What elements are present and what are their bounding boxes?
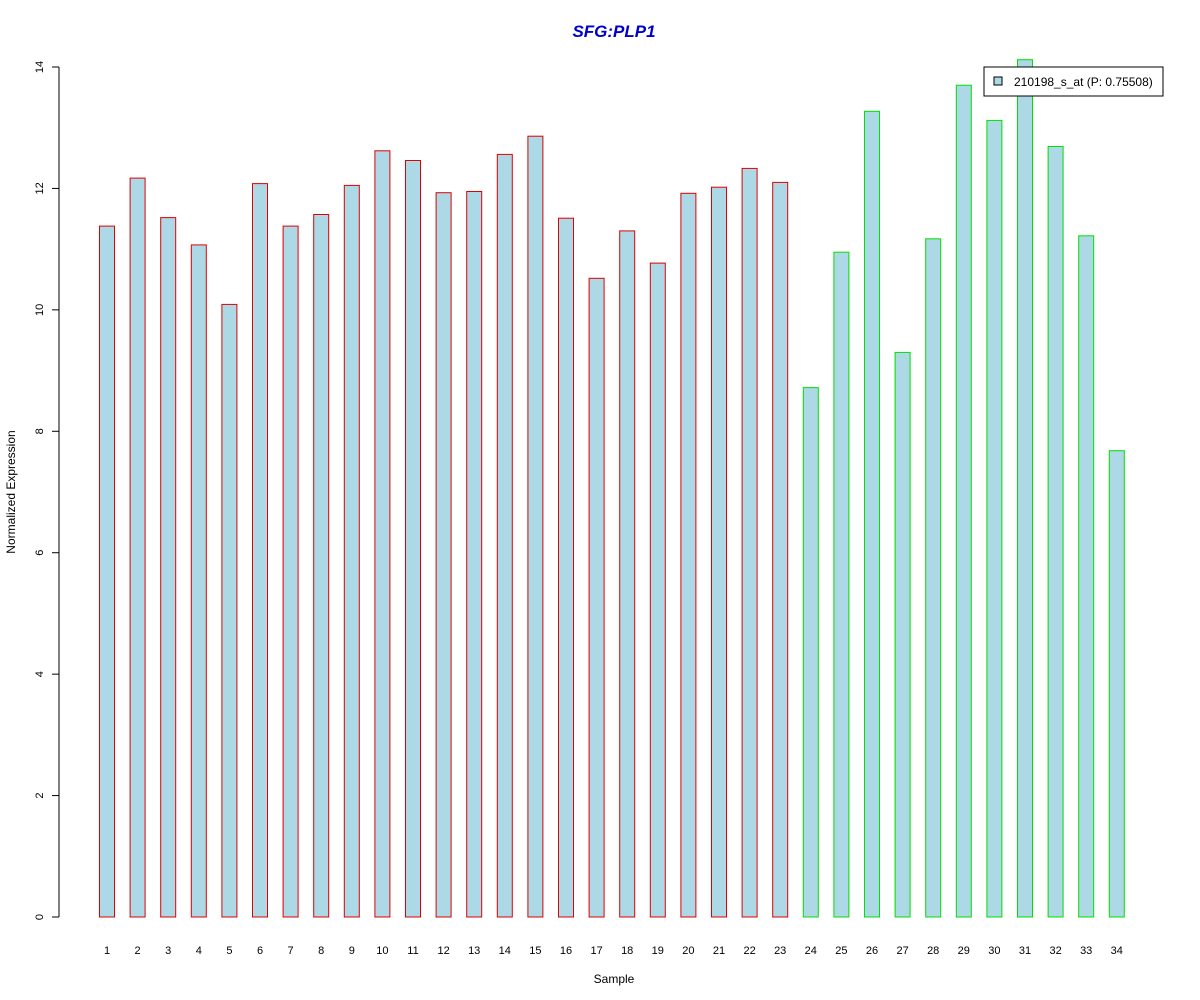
- x-tick-label: 6: [257, 945, 263, 957]
- x-tick-label: 1: [104, 945, 110, 957]
- x-tick-label: 30: [988, 945, 1000, 957]
- bar-sample-8: [313, 214, 330, 918]
- bar-sample-34: [1108, 450, 1125, 918]
- y-axis: 0 2 4 6 8 10 12 14: [34, 61, 60, 920]
- y-tick-label: 8: [34, 428, 46, 434]
- x-tick-label: 24: [805, 945, 817, 957]
- y-tick-label: 4: [34, 671, 46, 677]
- x-tick-label: 22: [743, 945, 755, 957]
- bar-sample-20: [680, 192, 697, 918]
- x-tick-label: 11: [407, 945, 418, 957]
- y-tick-label: 12: [34, 182, 46, 194]
- bar-sample-15: [527, 135, 544, 918]
- x-tick-label: 32: [1049, 945, 1061, 957]
- x-tick-label: 3: [165, 945, 171, 957]
- x-tick-label: 19: [652, 945, 664, 957]
- x-tick-label: 21: [713, 945, 725, 957]
- bar-sample-6: [252, 183, 268, 918]
- x-tick-label: 2: [135, 945, 141, 957]
- x-tick-label: 25: [835, 945, 847, 957]
- bar-sample-27: [894, 351, 911, 918]
- y-tick-label: 2: [34, 793, 46, 799]
- x-tick-label: 9: [349, 945, 355, 957]
- bar-sample-10: [374, 150, 391, 918]
- bar-sample-29: [955, 84, 972, 918]
- bar-sample-31: [1017, 59, 1033, 918]
- bar-sample-25: [833, 251, 850, 918]
- bar-sample-16: [558, 217, 574, 918]
- x-tick-label: 12: [437, 945, 449, 957]
- legend: 210198_s_at (P: 0.75508): [983, 66, 1164, 97]
- x-tick-label: 10: [376, 945, 388, 957]
- y-tick-label: 10: [34, 304, 46, 316]
- bar-sample-24: [802, 387, 819, 918]
- legend-label: 210198_s_at (P: 0.75508): [1014, 75, 1153, 89]
- x-tick-label: 33: [1080, 945, 1092, 957]
- x-tick-label: 7: [288, 945, 294, 957]
- x-tick-label: 26: [866, 945, 878, 957]
- x-tick-label: 29: [958, 945, 970, 957]
- x-axis-title: Sample: [594, 972, 635, 986]
- bars: [99, 59, 1125, 918]
- x-tick-label: 17: [590, 945, 602, 957]
- bar-sample-12: [435, 192, 452, 918]
- x-tick-label: 28: [927, 945, 939, 957]
- bar-sample-14: [496, 153, 513, 918]
- x-tick-label: 27: [896, 945, 908, 957]
- bar-sample-1: [99, 225, 115, 918]
- bar-sample-2: [129, 177, 146, 918]
- bar-sample-17: [588, 277, 605, 918]
- x-tick-label: 23: [774, 945, 786, 957]
- x-tick-label: 14: [499, 945, 511, 957]
- bar-sample-3: [160, 217, 177, 918]
- x-tick-label: 20: [682, 945, 694, 957]
- bar-sample-21: [711, 186, 727, 918]
- x-tick-label: 16: [560, 945, 572, 957]
- bar-sample-13: [466, 191, 483, 918]
- bar-sample-22: [741, 167, 758, 918]
- legend-swatch: [993, 76, 1003, 86]
- x-tick-label: 13: [468, 945, 480, 957]
- bar-sample-32: [1047, 146, 1064, 918]
- y-tick-label: 6: [34, 550, 46, 556]
- bar-sample-28: [925, 238, 942, 918]
- y-tick-label: 14: [34, 61, 46, 73]
- bar-sample-33: [1078, 235, 1095, 918]
- bar-sample-5: [221, 303, 238, 918]
- y-axis-title: Normalized Expression: [4, 430, 18, 553]
- legend-box: [983, 66, 1164, 97]
- x-tick-label: 4: [196, 945, 202, 957]
- bar-sample-30: [986, 119, 1003, 918]
- bar-sample-19: [649, 262, 666, 918]
- bar-sample-18: [619, 230, 636, 918]
- bar-sample-11: [405, 160, 421, 918]
- bar-sample-9: [343, 184, 360, 918]
- bar-sample-26: [864, 110, 880, 918]
- y-tick-label: 0: [34, 914, 46, 920]
- x-axis-tick-labels: 1 2 3 4 5 6 7 8 9 10 11 12 13 14 15 16 17 18 19 20 21 22 23 24 2…: [104, 945, 1123, 957]
- x-tick-label: 31: [1019, 945, 1031, 957]
- x-tick-label: 15: [529, 945, 541, 957]
- x-tick-label: 18: [621, 945, 633, 957]
- bar-sample-7: [282, 225, 299, 918]
- x-tick-label: 8: [318, 945, 324, 957]
- bar-sample-23: [772, 181, 789, 918]
- chart-title: SFG:PLP1: [572, 22, 655, 41]
- bar-sample-4: [190, 244, 207, 918]
- x-tick-label: 34: [1111, 945, 1123, 957]
- x-tick-label: 5: [226, 945, 232, 957]
